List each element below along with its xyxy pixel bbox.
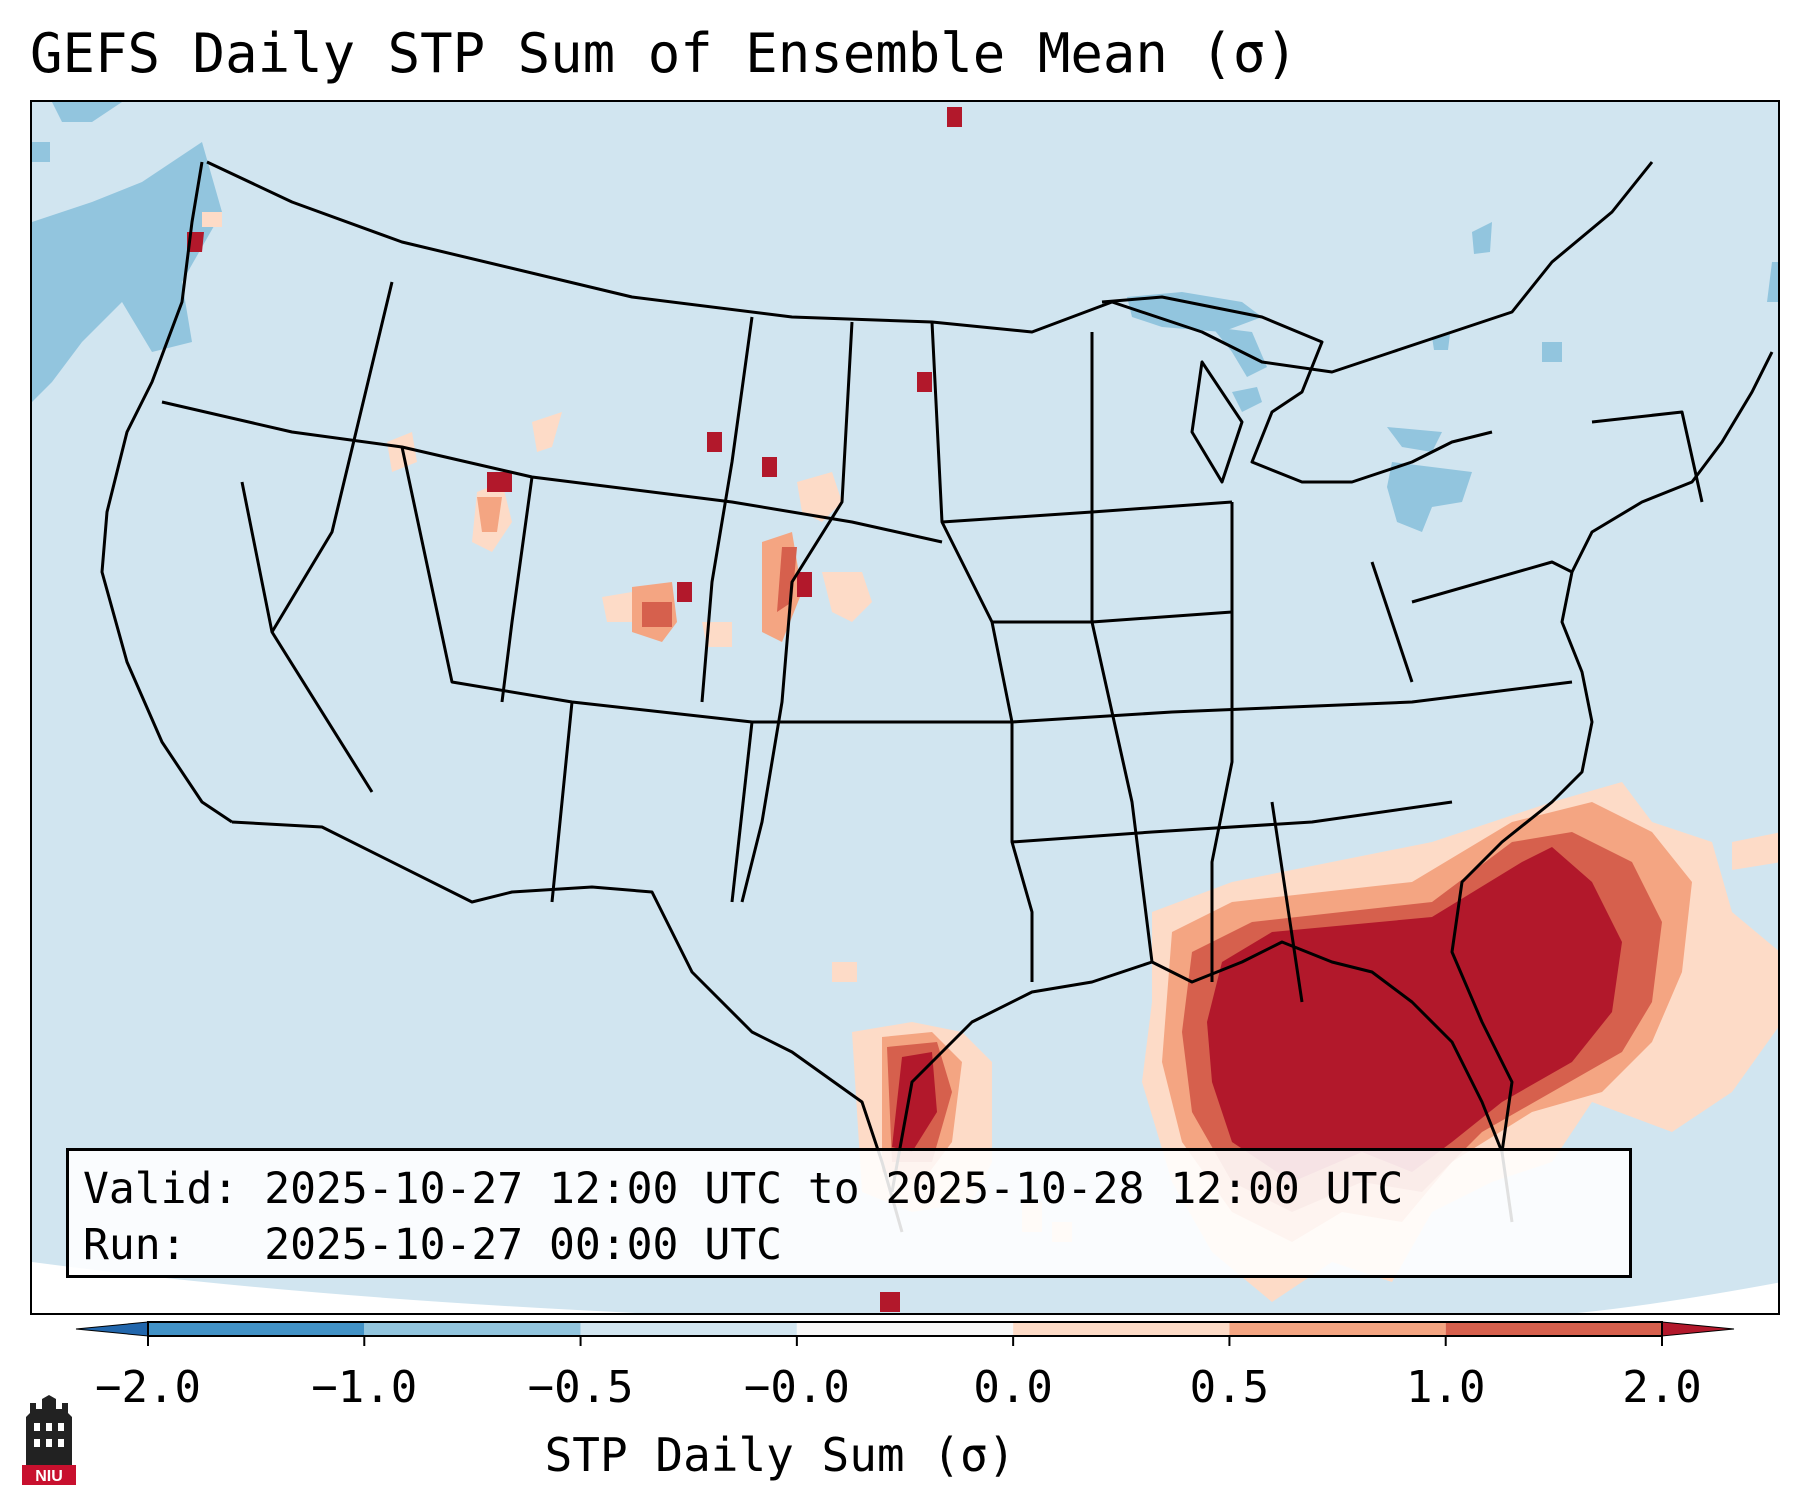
colorbar-extend-low	[75, 1321, 149, 1337]
gulf-coast	[890, 940, 1514, 1223]
political-boundaries	[100, 160, 1774, 1233]
colorbar	[75, 1321, 1735, 1346]
niu-logo: NIU	[22, 1395, 76, 1485]
colorbar-tick-label: −0.0	[743, 1362, 850, 1413]
west-coast	[100, 161, 233, 824]
map-title: GEFS Daily STP Sum of Ensemble Mean (σ)	[30, 22, 1298, 85]
colorbar-outline	[147, 1321, 1663, 1337]
logo-text: NIU	[35, 1468, 63, 1485]
colorbar-segment	[796, 1322, 1014, 1336]
projection-corner-white-right	[1577, 1282, 1778, 1313]
valid-line: Valid: 2025-10-27 12:00 UTC to 2025-10-2…	[83, 1161, 1615, 1217]
colorbar-tick-label: 0.5	[1189, 1362, 1270, 1413]
colorbar-extend-high	[1661, 1321, 1735, 1337]
colorbar-title: STP Daily Sum (σ)	[544, 1428, 1016, 1482]
canada-border	[206, 160, 1654, 374]
colorbar-tick-label: 2.0	[1622, 1362, 1702, 1413]
colorbar-segment	[1445, 1322, 1662, 1336]
colorbar-tick-label: −0.5	[527, 1362, 634, 1413]
mexico-border	[231, 820, 904, 1233]
map-panel[interactable]	[30, 100, 1780, 1315]
map-canvas[interactable]	[32, 102, 1780, 1315]
run-label: Run:	[83, 1220, 187, 1270]
run-value: 2025-10-27 00:00 UTC	[264, 1220, 782, 1270]
colorbar-segment	[580, 1322, 797, 1336]
great-lakes	[1101, 295, 1493, 484]
colorbar-tick-label: −1.0	[311, 1362, 418, 1413]
projection-corner-white	[32, 1262, 637, 1313]
colorbar-tick-label: 1.0	[1405, 1362, 1486, 1413]
negative-anomaly-shading	[32, 102, 1778, 532]
colorbar-segment	[1229, 1322, 1446, 1336]
validity-info-box: Valid: 2025-10-27 12:00 UTC to 2025-10-2…	[66, 1148, 1632, 1278]
colorbar-segment	[1013, 1322, 1230, 1336]
valid-label: Valid:	[83, 1164, 239, 1214]
colorbar-segment	[148, 1322, 365, 1336]
valid-value: 2025-10-27 12:00 UTC to 2025-10-28 12:00…	[264, 1164, 1404, 1214]
colorbar-segment	[364, 1322, 581, 1336]
colorbar-tick-label: −2.0	[95, 1362, 201, 1413]
run-line: Run: 2025-10-27 00:00 UTC	[83, 1217, 1615, 1273]
colorbar-tick-label: 0.0	[973, 1362, 1053, 1413]
